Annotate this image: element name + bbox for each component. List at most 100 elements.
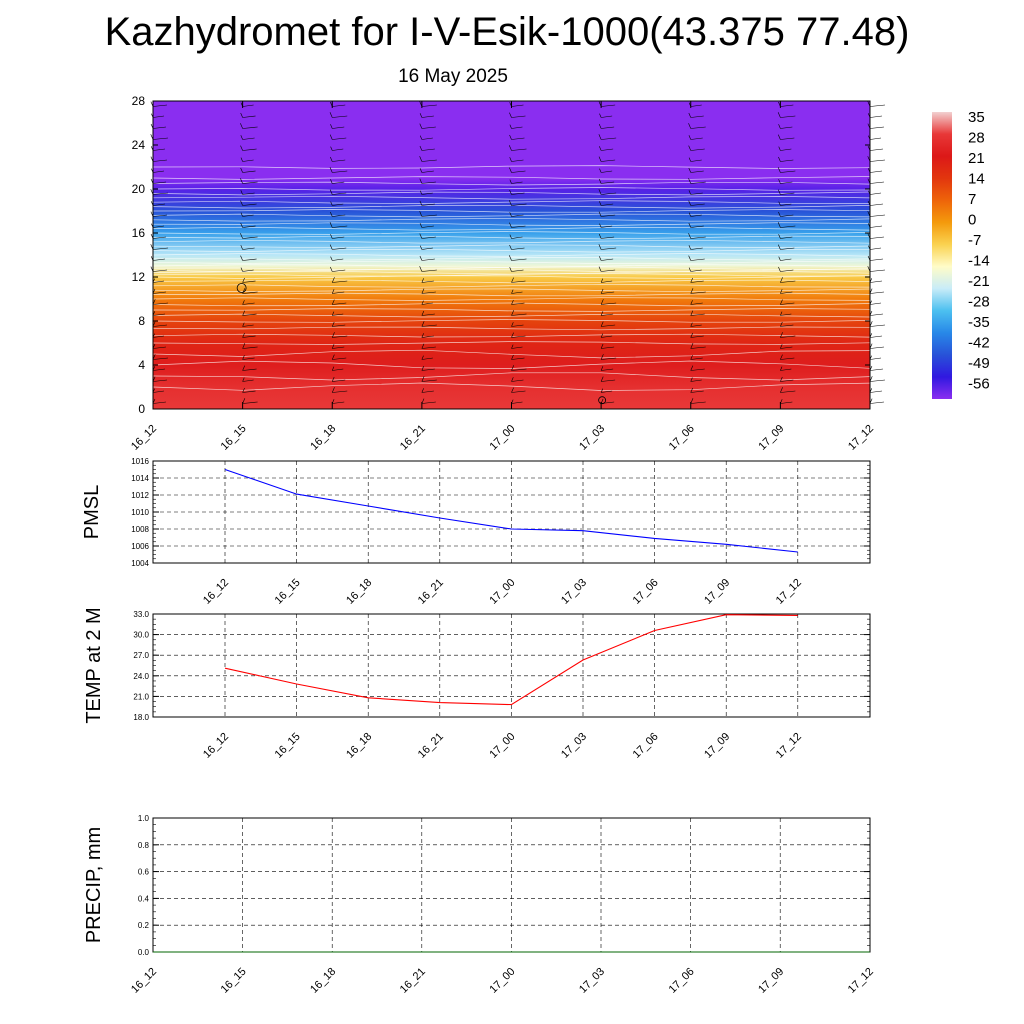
y-tick-label: 8 bbox=[138, 314, 145, 328]
wind-barb-staff bbox=[780, 354, 783, 360]
isotherm-line bbox=[152, 360, 871, 369]
wind-barb-flag bbox=[242, 357, 255, 360]
wind-barb-staff bbox=[688, 255, 692, 261]
wind-barb-flag bbox=[869, 236, 885, 239]
wind-barb-staff bbox=[600, 321, 604, 327]
y-axis-label: PMSL bbox=[81, 485, 103, 539]
wind-barb-flag bbox=[690, 379, 702, 382]
wind-barb-flag bbox=[869, 357, 882, 360]
isotherm-line bbox=[152, 268, 871, 273]
wind-barb-staff bbox=[688, 178, 692, 184]
wind-barb-flag bbox=[421, 269, 437, 272]
wind-barb-flag bbox=[421, 280, 434, 283]
wind-barb-staff bbox=[419, 168, 423, 173]
x-tick-label: 16_21 bbox=[398, 423, 428, 453]
wind-barb-flag bbox=[780, 159, 794, 162]
wind-barb-flag bbox=[242, 324, 254, 327]
wind-barb-staff bbox=[511, 299, 514, 305]
wind-barb-staff bbox=[419, 233, 423, 239]
wind-barb-flag bbox=[242, 159, 254, 162]
wind-barb-flag bbox=[421, 258, 435, 261]
wind-barb-staff bbox=[421, 310, 425, 316]
wind-barb-flag bbox=[242, 104, 254, 107]
wind-barb-flag bbox=[601, 390, 613, 393]
wind-barb-flag bbox=[242, 346, 258, 349]
wind-barb-flag bbox=[152, 335, 165, 338]
wind-barb-flag bbox=[511, 291, 523, 294]
x-tick-label: 17_12 bbox=[846, 423, 876, 453]
isotherm-line bbox=[152, 302, 871, 307]
wind-barb-flag bbox=[152, 236, 167, 239]
wind-barb-flag bbox=[690, 192, 703, 195]
wind-barb-flag bbox=[421, 225, 434, 228]
wind-barb-flag bbox=[242, 390, 256, 393]
wind-barb-flag bbox=[601, 335, 613, 338]
wind-barb-staff bbox=[421, 333, 424, 338]
wind-barb-staff bbox=[690, 377, 693, 382]
wind-barb-flag bbox=[511, 181, 523, 184]
wind-barb-flag bbox=[690, 335, 704, 338]
wind-barb-staff bbox=[330, 201, 333, 206]
wind-barb-flag bbox=[869, 181, 885, 184]
wind-barb-staff bbox=[511, 344, 514, 349]
wind-barb-staff bbox=[240, 255, 243, 261]
wind-barb-staff bbox=[330, 146, 333, 151]
wind-barb-flag bbox=[332, 203, 344, 206]
x-tick-label: 17_06 bbox=[631, 731, 661, 761]
wind-barb-staff bbox=[688, 112, 692, 118]
wind-barb-flag bbox=[152, 126, 167, 129]
isotherm-line bbox=[152, 275, 871, 279]
wind-barb-flag bbox=[152, 115, 165, 118]
calm-wind-circle bbox=[236, 283, 247, 293]
wind-barb-flag bbox=[421, 192, 433, 195]
wind-barb-flag bbox=[152, 258, 166, 261]
wind-barb-staff bbox=[690, 355, 693, 360]
wind-barb-flag bbox=[690, 346, 706, 349]
wind-barb-flag bbox=[421, 368, 435, 371]
wind-barb-staff bbox=[240, 135, 243, 140]
x-tick-label: 17_12 bbox=[774, 731, 804, 761]
wind-barb-staff bbox=[511, 377, 514, 382]
wind-barb-staff bbox=[331, 376, 335, 382]
wind-barb-flag bbox=[242, 126, 258, 129]
wind-barb-flag bbox=[601, 181, 615, 184]
wind-barb-staff bbox=[240, 123, 243, 129]
wind-barb-flag bbox=[601, 258, 614, 261]
y-axis-label: TEMP at 2 M bbox=[83, 607, 105, 723]
y-axis-label: PRECIP, mm bbox=[83, 827, 105, 943]
colorbar-label: -42 bbox=[968, 335, 990, 352]
wind-barb-staff bbox=[511, 332, 514, 338]
wind-barb-flag bbox=[780, 368, 792, 371]
x-tick-label: 17_06 bbox=[667, 966, 697, 996]
wind-barb-staff bbox=[688, 200, 692, 206]
wind-barb-flag bbox=[780, 302, 795, 305]
wind-barb-staff bbox=[780, 387, 783, 393]
wind-barb-flag bbox=[690, 181, 706, 184]
wind-barb-staff bbox=[780, 311, 783, 316]
series-line bbox=[224, 468, 798, 553]
isotherm-line bbox=[152, 191, 871, 196]
wind-barb-flag bbox=[421, 313, 435, 316]
wind-barb-staff bbox=[688, 157, 692, 162]
wind-barb-flag bbox=[242, 192, 255, 195]
y-tick-label: 1004 bbox=[131, 559, 149, 568]
wind-barb-flag bbox=[421, 390, 434, 393]
wind-barb-flag bbox=[332, 115, 348, 118]
wind-barb-flag bbox=[511, 357, 525, 360]
wind-barb-flag bbox=[242, 368, 257, 371]
colorbar-label: -56 bbox=[968, 376, 990, 393]
wind-barb-staff bbox=[421, 365, 425, 371]
wind-barb-flag bbox=[869, 302, 882, 305]
y-tick-label: 27.0 bbox=[133, 651, 149, 660]
wind-barb-flag bbox=[152, 280, 165, 283]
wind-barb-flag bbox=[869, 258, 884, 261]
wind-barb-staff bbox=[598, 189, 602, 195]
x-tick-label: 17_09 bbox=[702, 577, 732, 607]
wind-barb-flag bbox=[242, 225, 256, 228]
wind-barb-flag bbox=[690, 313, 705, 316]
wind-barb-flag bbox=[601, 236, 615, 239]
wind-barb-flag bbox=[152, 137, 169, 140]
x-tick-label: 16_12 bbox=[201, 577, 231, 607]
isotherm-line bbox=[152, 372, 871, 381]
isotherm-line bbox=[152, 319, 871, 323]
